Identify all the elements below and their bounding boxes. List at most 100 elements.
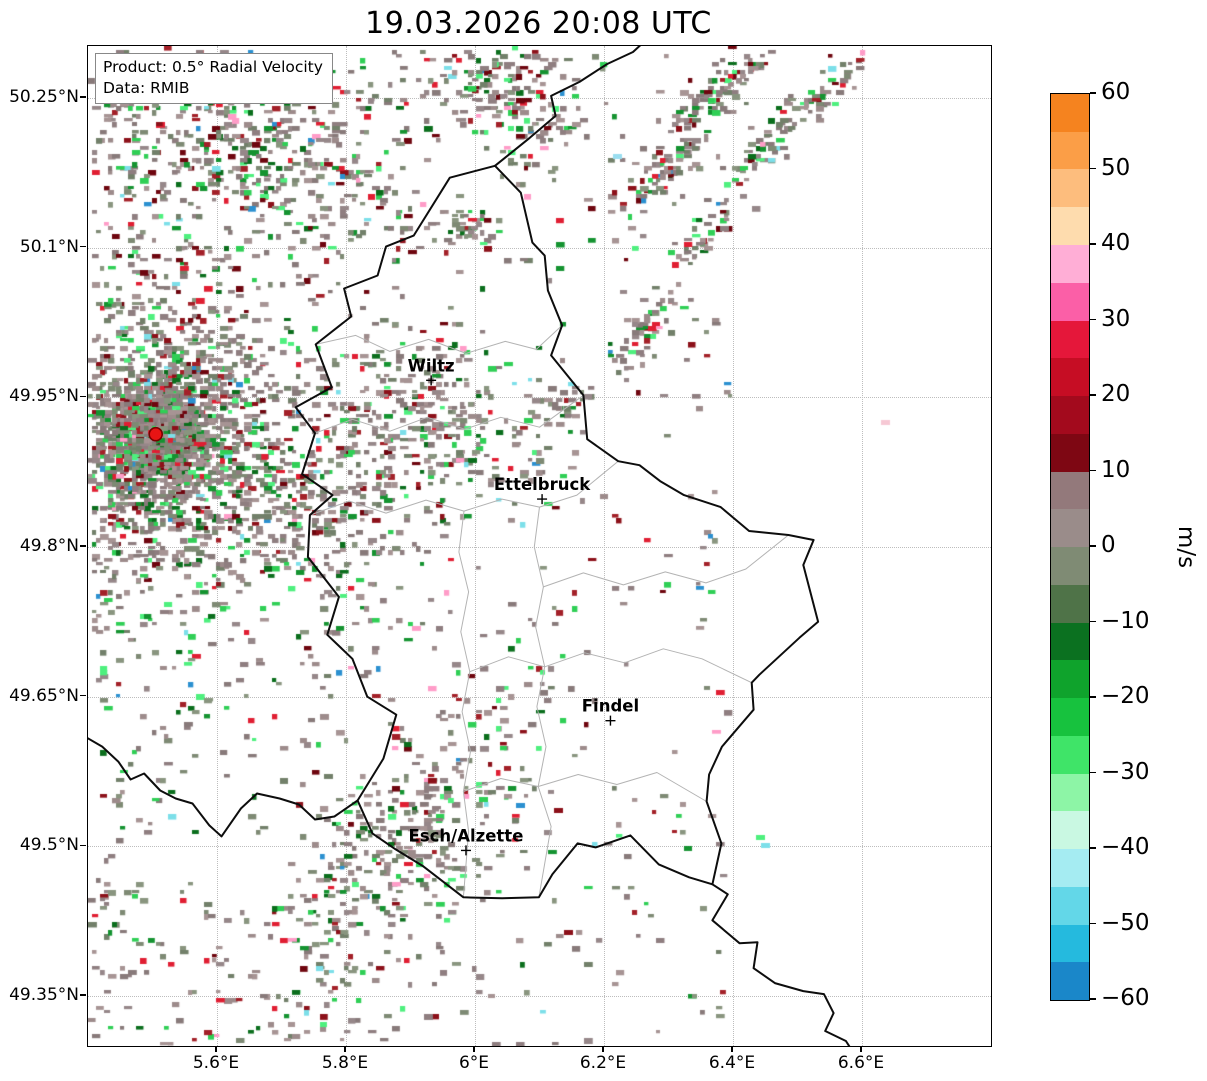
colorbar-band (1051, 433, 1089, 472)
colorbar-tick-mark (1090, 92, 1096, 94)
y-tick-mark (80, 545, 86, 547)
x-tick-label: 6°E (458, 1053, 490, 1073)
colorbar-tick-label: 20 (1101, 380, 1131, 407)
city-marker-group: Findel (582, 697, 639, 726)
city-marker-group: Wiltz (408, 356, 455, 386)
colorbar-tick-label: −20 (1101, 682, 1150, 709)
colorbar-tick-label: −50 (1101, 909, 1150, 936)
city-label: Ettelbruck (494, 475, 591, 494)
y-tick-label: 49.5°N (19, 835, 79, 856)
colorbar-band (1051, 131, 1089, 170)
x-tick-mark (473, 1046, 475, 1052)
colorbar-tick-label: 10 (1101, 456, 1131, 483)
colorbar-band (1051, 811, 1089, 850)
city-plus-icon (537, 494, 548, 505)
district-border (542, 534, 789, 588)
colorbar-band (1051, 169, 1089, 208)
city-marker-group: Ettelbruck (494, 475, 591, 505)
district-border (314, 394, 584, 434)
y-tick-label: 49.35°N (9, 985, 79, 1006)
colorbar-band (1051, 358, 1089, 397)
colorbar-tick-label: −10 (1101, 607, 1150, 634)
map-plot-area: Wiltz Ettelbruck Findel Esch/Alzette Produc… (87, 45, 992, 1047)
colorbar-band (1051, 94, 1089, 133)
colorbar (1050, 93, 1090, 1001)
x-tick-mark (860, 1046, 862, 1052)
colorbar-tick-mark (1090, 167, 1096, 170)
city-label: Wiltz (408, 356, 455, 375)
colorbar-band (1051, 735, 1089, 774)
y-tick-label: 49.65°N (9, 685, 79, 706)
country-border (88, 737, 359, 838)
y-tick-mark (80, 96, 86, 98)
city-label: Esch/Alzette (409, 826, 524, 845)
city-plus-icon (426, 375, 437, 386)
y-tick-label: 49.8°N (19, 535, 79, 556)
district-border (533, 506, 552, 898)
colorbar-band (1051, 320, 1089, 359)
district-border (462, 772, 708, 802)
district-border (315, 324, 563, 354)
x-tick-mark (602, 1046, 604, 1052)
y-tick-mark (80, 395, 86, 397)
y-tick-mark (80, 245, 86, 248)
district-border (469, 648, 753, 684)
colorbar-band (1051, 244, 1089, 284)
city-marker-group: Esch/Alzette (409, 826, 524, 856)
colorbar-band (1051, 584, 1089, 623)
colorbar-tick-mark (1090, 469, 1096, 472)
data-source-label: Data: RMIB (103, 78, 190, 97)
colorbar-band (1051, 547, 1089, 586)
city-plus-icon (605, 715, 616, 726)
colorbar-band (1051, 395, 1089, 435)
colorbar-band (1051, 282, 1089, 321)
colorbar-band (1051, 471, 1089, 510)
y-tick-mark (80, 844, 86, 847)
colorbar-band (1051, 924, 1089, 963)
product-label: Product: 0.5° Radial Velocity (103, 58, 323, 76)
colorbar-tick-label: −60 (1101, 984, 1150, 1011)
x-tick-label: 6.2°E (579, 1053, 627, 1073)
colorbar-band (1051, 773, 1089, 812)
colorbar-tick-mark (1090, 696, 1096, 698)
y-tick-mark (80, 694, 86, 697)
radar-echo-layer (88, 46, 991, 1046)
colorbar-tick-label: 40 (1101, 229, 1131, 256)
colorbar-tick-mark (1090, 243, 1096, 245)
colorbar-band (1051, 207, 1089, 246)
y-tick-mark (80, 994, 86, 996)
city-plus-icon (460, 845, 471, 856)
y-tick-label: 50.25°N (9, 86, 79, 107)
colorbar-tick-mark (1090, 847, 1096, 849)
y-tick-label: 49.95°N (9, 386, 79, 407)
product-info-box: Product: 0.5° Radial Velocity Data: RMIB (95, 53, 333, 104)
figure-title: 19.03.2026 20:08 UTC (365, 6, 712, 41)
colorbar-tick-mark (1090, 318, 1096, 321)
x-tick-mark (731, 1046, 733, 1052)
colorbar-tick-mark (1090, 620, 1096, 623)
colorbar-tick-mark (1090, 394, 1096, 396)
x-tick-label: 5.6°E (192, 1053, 240, 1073)
colorbar-tick-label: 0 (1101, 531, 1116, 558)
colorbar-tick-label: 30 (1101, 305, 1131, 332)
colorbar-unit-label: m/s (1173, 525, 1199, 569)
x-tick-label: 6.6°E (837, 1053, 885, 1073)
x-tick-mark (344, 1046, 346, 1052)
radar-site-marker (148, 426, 164, 442)
y-tick-label: 50.1°N (19, 236, 79, 257)
country-border (494, 46, 642, 167)
colorbar-tick-label: −40 (1101, 833, 1150, 860)
colorbar-band (1051, 849, 1089, 888)
district-border (458, 510, 471, 898)
colorbar-band (1051, 697, 1089, 737)
colorbar-band (1051, 622, 1089, 661)
colorbar-band (1051, 509, 1089, 548)
colorbar-tick-mark (1090, 922, 1096, 925)
colorbar-tick-label: 60 (1101, 78, 1131, 105)
x-tick-label: 5.8°E (321, 1053, 369, 1073)
map-borders-layer: Wiltz Ettelbruck Findel Esch/Alzette (88, 46, 851, 1046)
colorbar-tick-label: −30 (1101, 758, 1150, 785)
country-border (711, 883, 851, 1046)
city-label: Findel (582, 697, 639, 716)
